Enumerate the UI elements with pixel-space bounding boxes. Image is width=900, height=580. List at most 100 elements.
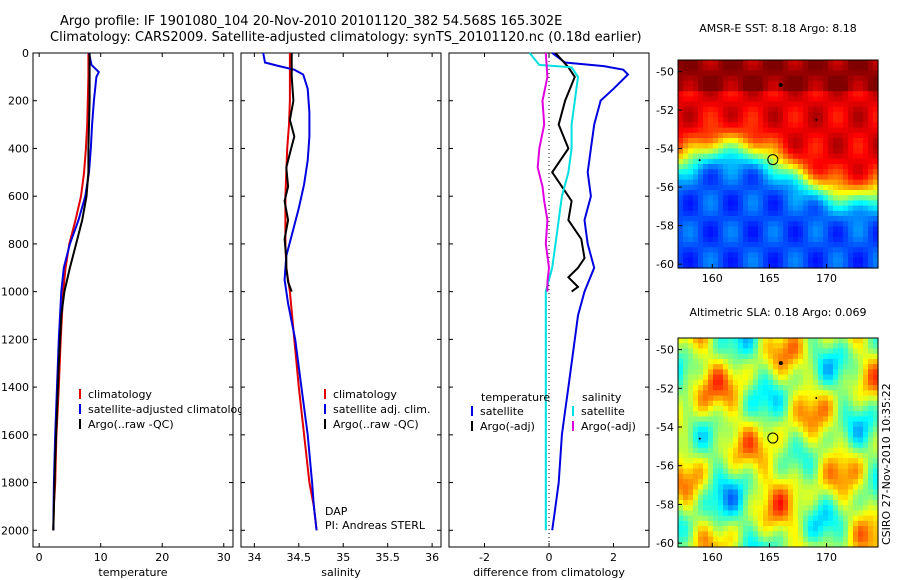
sst_map-cell — [743, 184, 749, 191]
sla_map-cell — [708, 353, 714, 360]
sla_map-cell — [818, 463, 824, 470]
sla_map-cell — [863, 421, 869, 428]
sla_map-cell — [753, 390, 759, 397]
sla_map-cell — [833, 515, 839, 522]
sla_map-cell — [708, 421, 714, 428]
sst_map-cell — [698, 184, 704, 191]
sla_map-cell — [723, 479, 729, 485]
sla_map-cell — [703, 379, 709, 386]
sst_map-cell — [708, 257, 714, 264]
sst_map-cell — [733, 174, 739, 181]
sst_map-cell — [723, 91, 729, 97]
sst_map-cell — [773, 138, 779, 144]
sst_map-cell — [858, 80, 864, 87]
sst_map-cell — [798, 70, 804, 77]
sla_map-cell — [698, 369, 704, 376]
sst_map-cell — [778, 190, 784, 196]
sst_map-cell — [748, 117, 754, 123]
sst_map-cell — [833, 174, 839, 181]
sst_map-cell — [823, 143, 829, 149]
sla_map-cell — [783, 364, 789, 370]
sst_map-cell — [698, 122, 704, 129]
sla_map-cell — [683, 520, 689, 527]
sla_map-cell — [698, 400, 704, 407]
sst_map-cell — [873, 148, 879, 155]
sst_map-cell — [793, 184, 799, 191]
sla_map-cell — [748, 541, 754, 548]
sla_map-cell — [868, 400, 874, 407]
sst_map-cell — [688, 60, 694, 66]
sla_map-cell — [833, 536, 839, 543]
sst_map-cell — [683, 242, 689, 248]
sst_map-cell — [758, 205, 764, 212]
sla_map-cell — [718, 395, 724, 402]
sst_map-cell — [858, 184, 864, 191]
sla_map-cell — [838, 437, 844, 444]
sst_map-cell — [808, 190, 814, 196]
sst_map-cell — [678, 112, 684, 118]
sla_map-cell — [688, 400, 694, 407]
sst_map-cell — [688, 242, 694, 248]
sla_map-cell — [763, 447, 769, 454]
sla_map-cell — [803, 437, 809, 444]
sla_map-cell — [713, 452, 719, 459]
sst_map-cell — [723, 226, 729, 233]
sla_map-cell — [738, 458, 744, 464]
sst_map-cell — [808, 262, 814, 269]
sla_map-cell — [688, 369, 694, 376]
sst_map-cell — [763, 231, 769, 238]
sla_map-cell — [873, 343, 879, 350]
sla_map-cell — [753, 505, 759, 512]
sla_map-cell — [708, 479, 714, 485]
sst_map-cell — [783, 184, 789, 191]
sla_map-cell — [693, 442, 699, 449]
sst_map-cell — [718, 127, 724, 134]
sla_map-cell — [778, 442, 784, 449]
sst_map-cell — [833, 138, 839, 144]
sst_map-cell — [818, 190, 824, 196]
sst_map-cell — [808, 200, 814, 207]
sla_map-cell — [683, 358, 689, 365]
sla_map-cell — [833, 369, 839, 376]
sst_map-cell — [678, 153, 684, 160]
sla_map-cell — [828, 442, 834, 449]
sst_map-cell — [708, 169, 714, 175]
sst_map-cell — [858, 169, 864, 175]
sst_map-cell — [783, 70, 789, 77]
sst_map-cell — [848, 257, 854, 264]
sla_map-cell — [723, 531, 729, 538]
sla_map-cell — [728, 468, 734, 475]
sla_map-cell — [863, 452, 869, 459]
sla_map-cell — [703, 510, 709, 517]
sla_map-cell — [858, 499, 864, 506]
sst_map-cell — [813, 200, 819, 207]
sst_map-cell — [723, 138, 729, 144]
sla_map-cell — [698, 353, 704, 360]
sst_map-cell — [858, 96, 864, 103]
sla_map-cell — [868, 379, 874, 386]
sla_map-cell — [693, 468, 699, 475]
sst_map-cell — [838, 127, 844, 134]
sst_map-cell — [833, 257, 839, 264]
sst_map-cell — [818, 221, 824, 227]
sla_map-cell — [688, 374, 694, 381]
sst_map-cell — [803, 200, 809, 207]
sst_map-cell — [748, 210, 754, 217]
sst_map-cell — [788, 86, 794, 92]
sla_map-cell — [773, 463, 779, 470]
csiro-stamp: CSIRO 27-Nov-2010 10:35:22 — [880, 383, 893, 545]
sst_map-cell — [843, 195, 849, 201]
sla_map-cell — [718, 458, 724, 464]
sla_map-cell — [848, 411, 854, 417]
sst_map-cell — [783, 221, 789, 227]
sla_map-cell — [723, 353, 729, 360]
sst_map-cell — [868, 112, 874, 118]
sla_map-cell — [718, 505, 724, 512]
sla_map-cell — [703, 463, 709, 470]
sst_map-cell — [713, 158, 719, 165]
sla_map-cell — [853, 421, 859, 428]
sst_map-cell — [868, 127, 874, 134]
sst_map-cell — [773, 184, 779, 191]
sla_map-cell — [873, 447, 879, 454]
sla_map-cell — [788, 515, 794, 522]
